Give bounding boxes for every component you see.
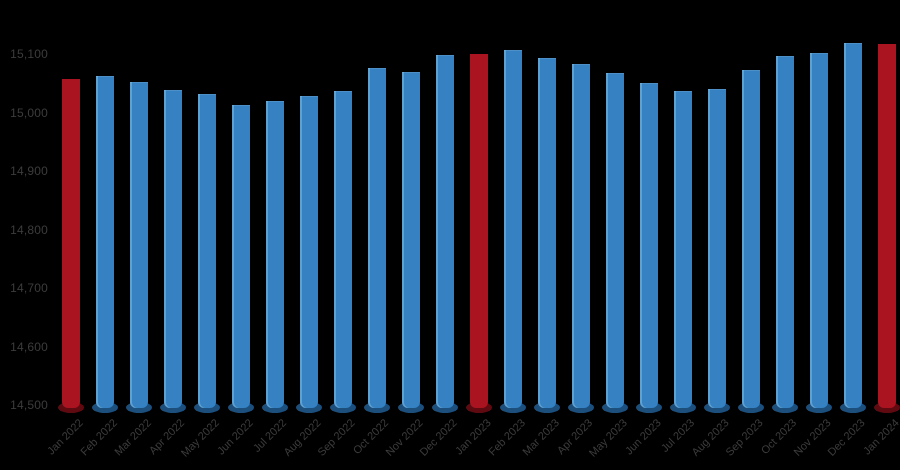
bar: [96, 76, 114, 408]
bar: [436, 55, 454, 408]
bar: [572, 63, 590, 408]
y-axis-tick-label: 14,600: [10, 339, 48, 354]
bar: [368, 68, 386, 408]
bar: [776, 55, 794, 408]
y-axis-tick-label: 15,000: [10, 105, 48, 120]
bar: [198, 93, 216, 408]
bar-highlighted: [470, 54, 488, 408]
bar: [300, 96, 318, 408]
bar: [402, 72, 420, 408]
bar-highlighted: [878, 44, 896, 408]
bar: [640, 83, 658, 408]
bar: [674, 90, 692, 408]
y-axis-tick-label: 14,800: [10, 222, 48, 237]
bar: [232, 104, 250, 408]
bar-highlighted: [62, 79, 80, 408]
x-axis-tick-label: Jun 2022: [214, 417, 256, 458]
bar: [810, 52, 828, 408]
y-axis-tick-label: 15,100: [10, 47, 48, 62]
y-axis-tick-label: 14,700: [10, 281, 48, 295]
bar: [130, 82, 148, 408]
bar: [334, 90, 352, 408]
bar: [164, 90, 182, 408]
x-axis-tick-label: Jun 2023: [622, 417, 664, 458]
bar: [538, 58, 556, 408]
bar: [266, 100, 284, 408]
bar: [844, 42, 862, 408]
y-axis-tick-label: 14,500: [10, 398, 48, 412]
y-axis-tick-label: 14,900: [10, 164, 48, 179]
bar: [708, 89, 726, 408]
bar: [742, 69, 760, 408]
x-axis-tick-label: Jan 2024: [860, 417, 900, 458]
bar: [504, 49, 522, 408]
bar: [606, 72, 624, 408]
